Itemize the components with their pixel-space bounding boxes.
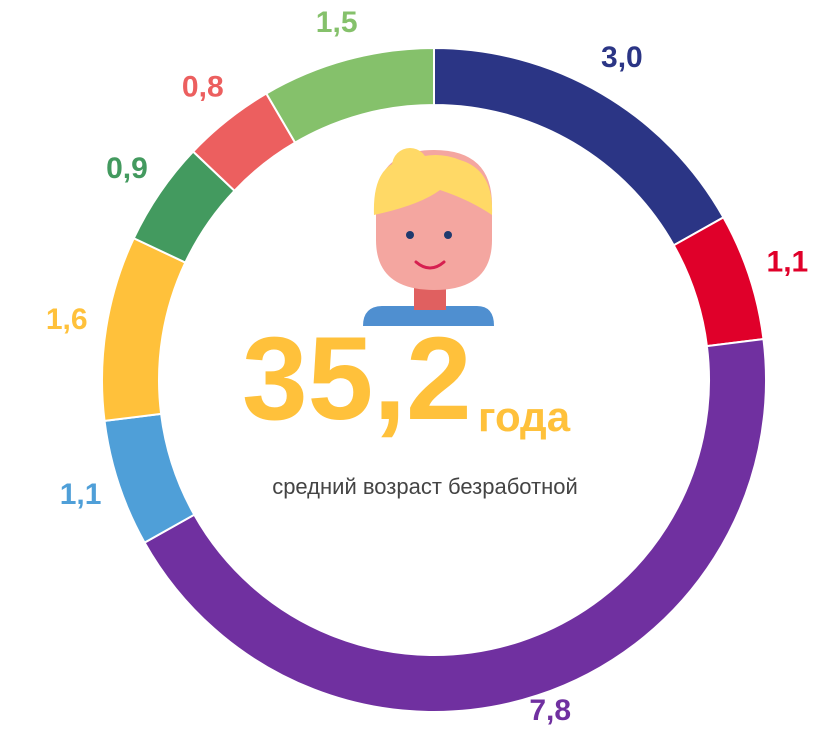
chart: 35,2 года средний возраст безработной 3,…	[0, 0, 828, 734]
center-value: 35,2	[242, 313, 472, 445]
data-label: 1,1	[767, 246, 809, 279]
data-label: 3,0	[601, 41, 643, 74]
donut-segment	[266, 48, 434, 143]
donut-segment	[105, 414, 195, 543]
center-caption: средний возраст безработной	[272, 474, 578, 499]
data-label: 0,9	[106, 152, 148, 185]
person-icon	[363, 148, 494, 326]
donut-segment	[674, 217, 764, 346]
data-label: 1,6	[46, 303, 88, 336]
center-unit: года	[478, 393, 571, 440]
data-label: 1,1	[60, 478, 102, 511]
donut-segment	[102, 238, 185, 421]
data-label: 1,5	[316, 6, 358, 39]
data-label: 0,8	[182, 70, 224, 103]
data-label: 7,8	[529, 694, 571, 727]
